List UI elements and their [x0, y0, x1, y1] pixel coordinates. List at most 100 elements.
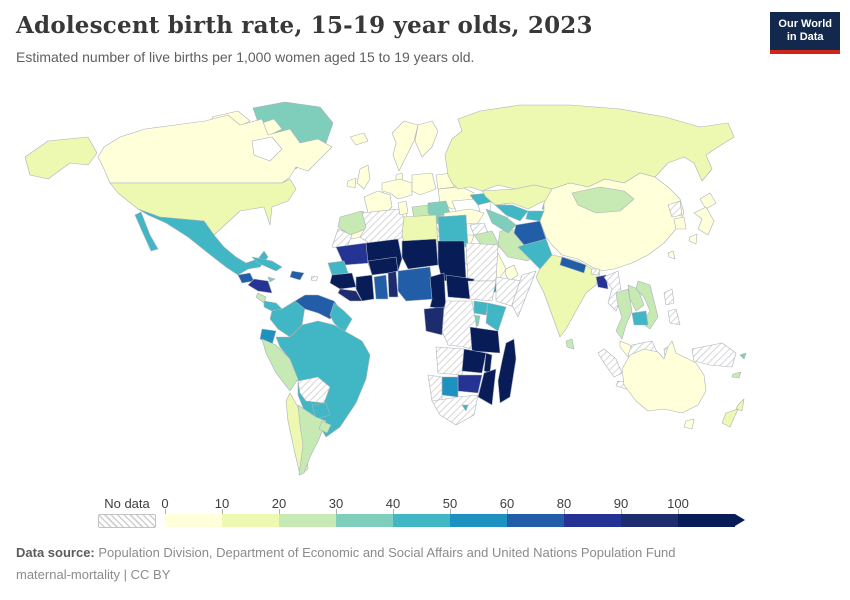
country-new-zealand-north[interactable]: New Zealand: 10-20 [735, 398, 745, 412]
country-japan-honshu[interactable]: Japan: 0-10 [693, 206, 715, 236]
country-ireland[interactable]: Ireland: 0-10 [346, 177, 357, 189]
country-nepal[interactable]: Nepal: 60-80 [559, 256, 587, 274]
legend-tick-mark [450, 509, 451, 514]
map-legend: No data 0 10 20 30 40 50 60 80 90 100 [0, 494, 850, 536]
country-jamaica[interactable]: Jamaica: 30-40 [267, 276, 276, 283]
country-cambodia[interactable]: Cambodia: 40-50 [631, 310, 649, 326]
legend-bin[interactable] [564, 514, 621, 527]
country-cuba[interactable]: Cuba: 40-50 [251, 256, 283, 272]
country-ivory-coast[interactable]: Cote d'Ivoire: 100+ [355, 274, 375, 302]
country-uk[interactable]: United Kingdom: 0-10 [356, 164, 371, 190]
legend-tick-mark [678, 509, 679, 514]
country-zambia[interactable]: Zambia: 100+ [461, 348, 487, 374]
country-new-zealand-south[interactable]: New Zealand: 10-20 [721, 408, 739, 428]
country-somalia[interactable]: Somalia: no data [511, 270, 537, 318]
legend-arrow-tip [735, 514, 745, 526]
country-argentina[interactable]: Argentina: 20-30 [297, 404, 327, 476]
no-data-label: No data [104, 496, 150, 511]
country-sierra-leone-liberia[interactable]: Sierra Leone / Liberia: 90-100 [337, 288, 363, 302]
country-ghana[interactable]: Ghana: 60-80 [373, 274, 389, 300]
legend-bin[interactable] [621, 514, 678, 527]
country-mongolia[interactable]: Mongolia: 20-30 [571, 186, 635, 214]
black-sea [451, 198, 481, 212]
legend-tick-label: 20 [271, 496, 287, 511]
country-japan-kyushu[interactable]: Japan: 0-10 [688, 233, 698, 245]
country-norway-sweden[interactable]: Norway / Sweden: 0-10 [391, 120, 419, 172]
country-philippines-south[interactable]: Philippines: no data [667, 308, 681, 326]
country-uganda[interactable]: Uganda: 40-50 [473, 300, 489, 316]
license-link[interactable]: CC BY [130, 567, 171, 582]
legend-bin[interactable] [222, 514, 279, 527]
legend-bin[interactable] [678, 514, 735, 527]
country-zimbabwe[interactable]: Zimbabwe: 80-90 [457, 374, 483, 394]
legend-bin[interactable] [279, 514, 336, 527]
country-kenya[interactable]: Kenya: 40-50 [485, 302, 507, 332]
country-alaska[interactable]: United States (Alaska): 10-20 [24, 136, 98, 180]
country-tunisia[interactable]: Tunisia: 0-10 [397, 200, 409, 216]
country-new-guinea[interactable]: Papua New Guinea / Indonesia: no data [691, 342, 737, 368]
country-north-korea[interactable]: North Korea: no data [667, 200, 683, 218]
country-finland[interactable]: Finland: 0-10 [414, 120, 439, 158]
country-canada[interactable]: Canada: 0-10 [97, 114, 333, 184]
country-bhutan[interactable]: Bhutan: no data [590, 268, 601, 276]
country-oman[interactable]: Oman: 0-10 [504, 264, 519, 282]
country-south-sudan[interactable]: South Sudan: no data [467, 280, 497, 302]
country-germany-central[interactable]: Germany / Central Europe: 0-10 [381, 178, 413, 200]
legend-tick-mark [621, 509, 622, 514]
country-philippines-north[interactable]: Philippines: no data [663, 288, 675, 306]
country-taiwan[interactable]: Taiwan: 0-10 [667, 250, 676, 260]
dataset-name: maternal-mortality [16, 567, 121, 582]
country-india[interactable]: India: 10-20 [535, 254, 601, 338]
legend-bin[interactable] [393, 514, 450, 527]
country-new-caledonia[interactable]: New Caledonia: 20-30 [731, 371, 742, 379]
country-baja[interactable]: Mexico (Baja): 40-50 [134, 211, 159, 252]
country-sudan[interactable]: Sudan: no data [465, 242, 499, 282]
country-sumatra[interactable]: Indonesia: no data [597, 348, 623, 378]
country-mozambique[interactable]: Mozambique: 100+ [477, 368, 497, 406]
page-title: Adolescent birth rate, 15-19 year olds, … [16, 12, 593, 39]
owid-logo[interactable]: Our World in Data [770, 12, 840, 54]
country-guinea[interactable]: Guinea: 100+ [329, 272, 357, 290]
country-angola[interactable]: Angola: no data [435, 346, 465, 376]
country-uzbekistan[interactable]: Uzbekistan: 40-50 [494, 204, 529, 222]
country-gabon-congo[interactable]: Gabon / Congo: 90-100 [423, 306, 445, 336]
country-turkmenistan[interactable]: Turkmenistan: 30-40 [485, 208, 517, 234]
legend-bin[interactable] [165, 514, 222, 527]
legend-bin[interactable] [507, 514, 564, 527]
country-china[interactable]: China: 0-10 [539, 172, 685, 272]
country-hispaniola[interactable]: Dominican Republic / Haiti: 60-80 [289, 270, 305, 281]
country-mexico[interactable]: Mexico: 40-50 [137, 208, 269, 276]
country-niger[interactable]: Niger: 100+ [401, 238, 439, 270]
country-cameroon[interactable]: Cameroon: 100+ [429, 272, 447, 310]
country-iceland[interactable]: Iceland: 0-10 [349, 132, 369, 146]
country-senegal[interactable]: Senegal: 40-50 [327, 260, 349, 276]
country-japan-hokkaido[interactable]: Japan: 0-10 [699, 192, 717, 210]
legend-bin[interactable] [450, 514, 507, 527]
country-burkina-faso[interactable]: Burkina Faso: 100+ [367, 256, 399, 276]
country-paraguay[interactable]: Paraguay: 40-50 [311, 402, 331, 420]
no-data-swatch[interactable] [98, 514, 156, 528]
country-south-africa[interactable]: South Africa: no data [431, 394, 479, 426]
country-lesotho[interactable]: Lesotho / Eswatini: 40-50 [461, 404, 469, 412]
country-fiji[interactable]: Fiji: 30-40 [739, 352, 747, 360]
country-madagascar[interactable]: Madagascar: 100+ [497, 338, 517, 404]
country-tanzania[interactable]: Tanzania: 100+ [469, 326, 501, 354]
country-russia[interactable]: Russia: 10-20 [444, 104, 735, 192]
country-brazil[interactable]: Brazil: 40-50 [275, 320, 371, 438]
country-botswana[interactable]: Botswana: 50-60 [441, 376, 459, 398]
legend-bin[interactable] [336, 514, 393, 527]
country-south-korea[interactable]: South Korea: 0-10 [673, 216, 687, 230]
country-tasmania[interactable]: Australia (Tasmania): 0-10 [683, 418, 695, 430]
country-honduras-nicaragua[interactable]: Honduras / Nicaragua: 80-90 [247, 278, 273, 294]
country-togo-benin[interactable]: Togo / Benin: 90-100 [387, 270, 399, 298]
country-nigeria[interactable]: Nigeria: 60-80 [397, 266, 435, 302]
country-poland-baltics[interactable]: Poland / Baltics: 0-10 [411, 172, 437, 196]
country-peru[interactable]: Peru: 20-30 [261, 338, 299, 392]
country-puerto-rico[interactable]: Puerto Rico: no data [310, 275, 319, 282]
country-vietnam[interactable]: Vietnam: 20-30 [635, 280, 659, 330]
country-sri-lanka[interactable]: Sri Lanka: 20-30 [565, 338, 575, 350]
data-source-text: Population Division, Department of Econo… [94, 545, 676, 560]
country-australia[interactable]: Australia: 0-10 [621, 340, 707, 414]
country-uruguay[interactable]: Uruguay: 20-30 [318, 420, 332, 434]
